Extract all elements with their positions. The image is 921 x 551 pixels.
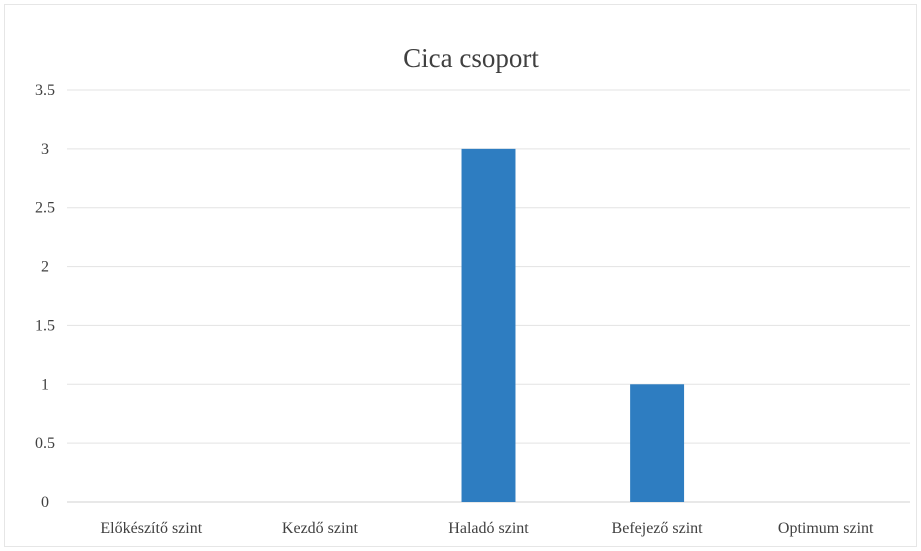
y-tick-label: 0 <box>41 494 49 511</box>
x-category-label: Haladó szint <box>448 520 529 537</box>
y-tick-label: 3 <box>41 141 49 158</box>
y-tick-label: 2 <box>41 259 49 276</box>
y-tick-label: 0.5 <box>35 435 55 452</box>
y-tick-label: 1.5 <box>35 317 55 334</box>
y-tick-label: 1 <box>41 376 49 393</box>
y-tick-label: 3.5 <box>35 82 55 99</box>
x-category-label: Befejező szint <box>612 520 704 537</box>
bar <box>461 148 516 502</box>
bar-chart: Cica csoport 0 0.5 1 1.5 2 2.5 3 3.5 Előkészítő… <box>35 43 910 537</box>
y-axis-ticks: 0 0.5 1 1.5 2 2.5 3 3.5 <box>35 82 55 511</box>
y-tick-label: 2.5 <box>35 200 55 217</box>
bar <box>630 384 685 502</box>
x-axis-categories: Előkészítő szint Kezdő szint Haladó szint B… <box>100 520 874 537</box>
x-category-label: Kezdő szint <box>282 520 359 537</box>
chart-frame: Cica csoport 0 0.5 1 1.5 2 2.5 3 3.5 Előkészítő… <box>4 4 917 547</box>
x-category-label: Előkészítő szint <box>100 520 202 537</box>
chart-title: Cica csoport <box>403 43 539 73</box>
bars <box>461 148 685 502</box>
x-category-label: Optimum szint <box>778 520 874 537</box>
